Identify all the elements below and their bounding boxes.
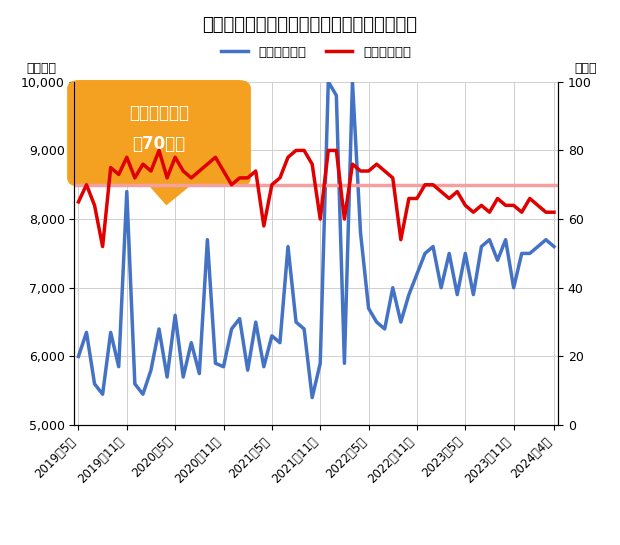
FancyBboxPatch shape — [67, 80, 251, 186]
Text: 首都圏の新築マンション価格と契約率の推移: 首都圏の新築マンション価格と契約率の推移 — [203, 16, 417, 34]
Text: （％）: （％） — [574, 62, 596, 75]
Text: （70％）: （70％） — [133, 135, 185, 153]
Text: 好不調ライン: 好不調ライン — [129, 104, 189, 122]
Polygon shape — [142, 178, 200, 205]
Legend: 価格（万円）, 契約率（％）: 価格（万円）, 契約率（％） — [216, 40, 416, 64]
Text: （万円）: （万円） — [26, 62, 56, 75]
